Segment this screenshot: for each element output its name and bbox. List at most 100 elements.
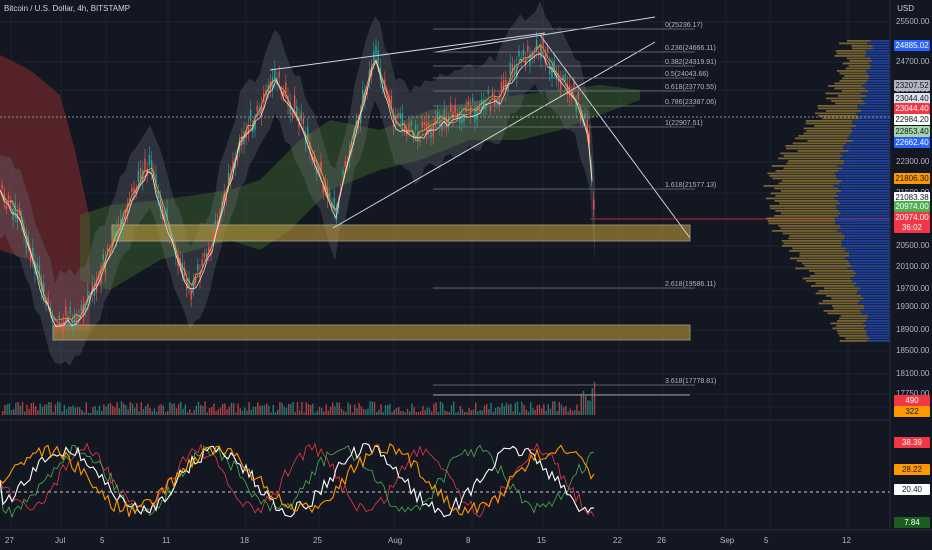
volume-bar (466, 412, 468, 415)
volume-bar (230, 402, 233, 415)
candle-body (496, 101, 498, 105)
volume-profile-bar (839, 157, 890, 160)
volume-profile-bar (839, 340, 868, 342)
support-zone-lower (52, 324, 691, 341)
volume-profile-bar (870, 57, 890, 60)
volume-bar (380, 404, 382, 415)
price-tag: 22853.40 (894, 126, 930, 137)
volume-bar (497, 406, 499, 415)
candle-body (76, 315, 78, 320)
volume-bar (48, 402, 50, 415)
volume-bar (101, 411, 103, 415)
volume-profile-bar (825, 92, 861, 95)
volume-bar (525, 409, 527, 415)
volume-bar (118, 408, 120, 415)
volume-bar (373, 401, 376, 415)
volume-bar (589, 400, 591, 415)
volume-bar (530, 402, 532, 415)
volume-bar (162, 405, 164, 415)
candle-body (67, 318, 69, 328)
volume-bar (24, 411, 26, 415)
candle-body (135, 189, 137, 194)
volume-profile-bar (859, 117, 890, 120)
volume-bar (567, 411, 569, 415)
volume-profile-bar (779, 202, 841, 205)
volume-profile-bar (836, 230, 890, 232)
volume-bar (402, 410, 404, 415)
volume-bar (98, 405, 101, 415)
volume-profile-bar (834, 55, 865, 57)
candle-body (489, 105, 492, 111)
candle-body (80, 305, 82, 311)
volume-profile-bar (851, 45, 873, 47)
volume-bar (433, 403, 435, 415)
volume-bar (63, 405, 65, 415)
volume-bar (510, 403, 512, 415)
candle-body (421, 121, 423, 128)
volume-bar (349, 404, 351, 415)
volume-bar (316, 410, 318, 415)
candle-body (300, 111, 302, 121)
volume-bar (96, 410, 98, 415)
candle-body (518, 50, 520, 57)
volume-profile-bar (861, 97, 890, 100)
price-axis-tick: 18500.00 (896, 346, 930, 355)
volume-bar (266, 403, 268, 415)
volume-profile-bar (872, 45, 890, 47)
volume-profile-bar (833, 307, 865, 310)
volume-profile-bar (846, 57, 871, 60)
volume-profile-bar (841, 232, 890, 235)
volume-profile-bar (847, 267, 890, 270)
candle-body (225, 197, 228, 201)
candle-body (465, 105, 467, 113)
volume-profile-bar (818, 115, 858, 117)
candle-body (531, 55, 533, 59)
volume-bar (351, 412, 354, 415)
candle-body (513, 66, 516, 74)
time-axis-label: 27 (5, 536, 14, 545)
volume-profile-bar (834, 87, 866, 90)
volume-bar (593, 381, 596, 415)
volume-profile-bar (770, 207, 837, 210)
candle-body (43, 283, 45, 295)
price-axis-tick: 20100.00 (896, 262, 930, 271)
volume-bar (338, 402, 340, 415)
volume-bar (439, 401, 442, 415)
candle-body (439, 117, 441, 128)
volume-profile-bar (837, 330, 867, 332)
volume-bar (327, 410, 329, 415)
volume-profile-bar (868, 77, 890, 80)
fib-level-label: 0.382(24319.91) (665, 59, 717, 66)
volume-profile-bar (835, 102, 866, 105)
volume-profile-bar (838, 42, 868, 45)
volume-profile-bar (777, 157, 840, 160)
volume-bar (442, 403, 444, 415)
volume-profile-bar (798, 135, 849, 137)
price-tag: 22984.20 (894, 114, 930, 125)
volume-profile-bar (854, 285, 890, 287)
fib-level-label: 0.5(24043.66) (665, 71, 709, 78)
volume-profile-bar (852, 280, 890, 282)
volume-bar (46, 404, 48, 415)
volume-profile-bar (767, 172, 835, 175)
candle-body (188, 278, 190, 288)
volume-bar (446, 411, 448, 415)
volume-bar (140, 402, 142, 415)
volume-profile-bar (839, 182, 890, 185)
candle-body (579, 116, 582, 121)
price-tag: 21806.30 (894, 173, 930, 184)
volume-profile-bar (804, 265, 852, 267)
volume-bar (138, 411, 140, 415)
volume-bar (241, 410, 244, 415)
volume-bar (244, 407, 246, 415)
volume-profile-bar (840, 315, 868, 317)
volume-profile-bar (865, 102, 890, 105)
volume-profile-bar (835, 175, 890, 177)
volume-bar (65, 408, 68, 415)
volume-profile-bar (815, 112, 857, 115)
volume-bar (365, 409, 367, 415)
volume-bar (222, 403, 224, 415)
volume-bar (195, 405, 197, 415)
candle-body (148, 154, 151, 166)
